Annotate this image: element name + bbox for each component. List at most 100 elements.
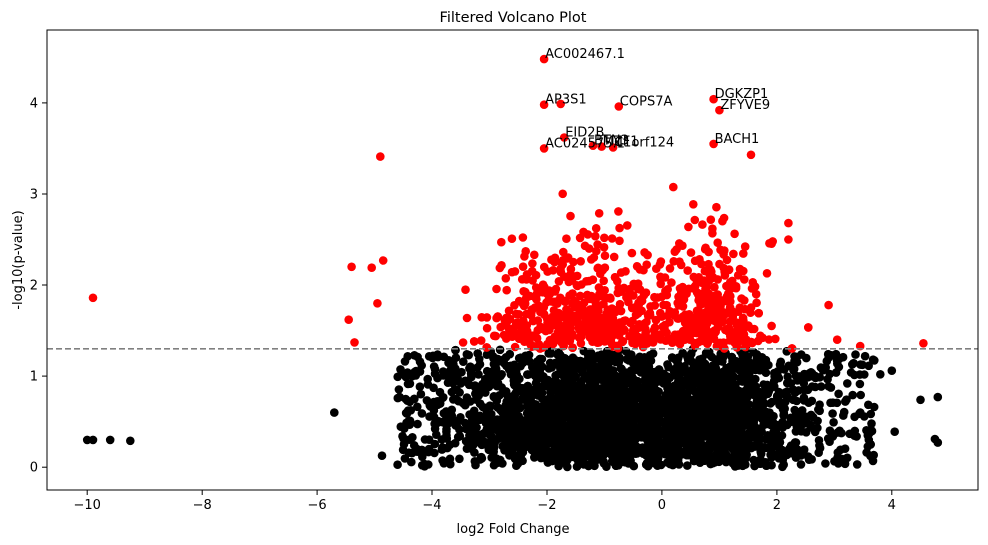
data-point <box>813 416 822 426</box>
data-point <box>933 438 943 447</box>
data-point <box>505 434 514 444</box>
data-point <box>607 451 617 461</box>
data-point <box>863 442 873 451</box>
data-point <box>447 411 457 421</box>
data-point <box>695 458 705 468</box>
data-point <box>393 460 402 470</box>
data-point <box>826 383 836 392</box>
data-point <box>793 376 802 385</box>
data-point <box>451 353 461 363</box>
data-point <box>848 360 857 369</box>
data-point <box>792 396 801 406</box>
data-point <box>599 423 609 433</box>
data-point <box>780 404 789 414</box>
data-point <box>430 439 440 449</box>
data-point <box>751 374 760 384</box>
data-point <box>783 372 792 382</box>
data-point <box>762 461 772 470</box>
data-point <box>685 395 694 404</box>
data-point <box>821 363 830 372</box>
data-point <box>852 432 861 441</box>
data-point <box>531 435 541 444</box>
data-point <box>566 211 575 221</box>
data-point <box>615 353 624 363</box>
data-point <box>497 383 506 392</box>
data-point <box>550 413 559 423</box>
data-point <box>602 462 611 472</box>
data-point <box>413 419 422 429</box>
data-point <box>434 416 443 426</box>
data-point <box>546 349 556 358</box>
data-point <box>714 405 724 414</box>
data-point <box>585 460 595 470</box>
data-point <box>482 323 492 333</box>
data-point <box>429 406 439 415</box>
data-point <box>469 440 478 450</box>
data-point <box>870 356 879 365</box>
data-point <box>860 412 869 421</box>
data-point <box>627 248 637 258</box>
data-point <box>641 460 651 469</box>
data-point <box>416 389 426 399</box>
data-point <box>704 400 714 409</box>
data-point <box>518 422 527 431</box>
data-point <box>834 362 844 372</box>
data-point <box>790 405 799 415</box>
data-point <box>660 431 670 440</box>
data-point <box>395 392 405 402</box>
data-point <box>413 402 422 412</box>
data-point <box>417 461 427 470</box>
data-point <box>689 369 698 378</box>
data-point <box>738 413 748 422</box>
data-point <box>734 422 743 432</box>
data-point <box>688 410 698 420</box>
data-point <box>539 413 549 422</box>
data-point <box>590 440 600 449</box>
data-point <box>774 398 784 407</box>
data-point <box>583 451 592 461</box>
data-point <box>648 442 657 452</box>
data-point <box>693 434 703 444</box>
data-point <box>680 447 689 456</box>
data-point <box>495 345 505 355</box>
data-point <box>567 399 576 409</box>
data-point <box>721 378 730 388</box>
data-point <box>557 453 566 463</box>
data-point <box>767 321 776 331</box>
data-point <box>482 350 492 360</box>
data-point <box>701 409 711 419</box>
data-point <box>786 444 796 454</box>
data-point <box>890 427 899 437</box>
data-point <box>633 445 643 455</box>
data-point <box>566 452 575 462</box>
data-point <box>438 367 448 376</box>
data-point <box>558 413 567 422</box>
data-point <box>88 435 98 445</box>
data-point <box>866 409 876 419</box>
data-point <box>652 386 661 395</box>
data-point <box>403 379 413 389</box>
data-point <box>615 223 624 233</box>
data-point <box>695 444 704 453</box>
data-point <box>482 343 492 352</box>
data-point <box>555 358 564 367</box>
data-point <box>471 395 481 404</box>
data-point <box>864 435 874 445</box>
data-point <box>399 434 409 444</box>
data-point <box>815 400 824 410</box>
data-point <box>774 387 784 397</box>
data-point <box>851 350 860 359</box>
data-point <box>753 439 763 449</box>
data-point <box>845 429 854 439</box>
data-point <box>662 419 671 428</box>
data-point <box>430 364 440 374</box>
data-point <box>736 443 746 452</box>
data-point <box>489 460 499 470</box>
data-point <box>512 370 522 380</box>
data-point <box>552 406 561 415</box>
data-point <box>705 391 714 401</box>
data-point <box>743 352 753 362</box>
data-point <box>744 321 753 330</box>
data-point <box>759 380 768 389</box>
data-point <box>768 429 778 439</box>
